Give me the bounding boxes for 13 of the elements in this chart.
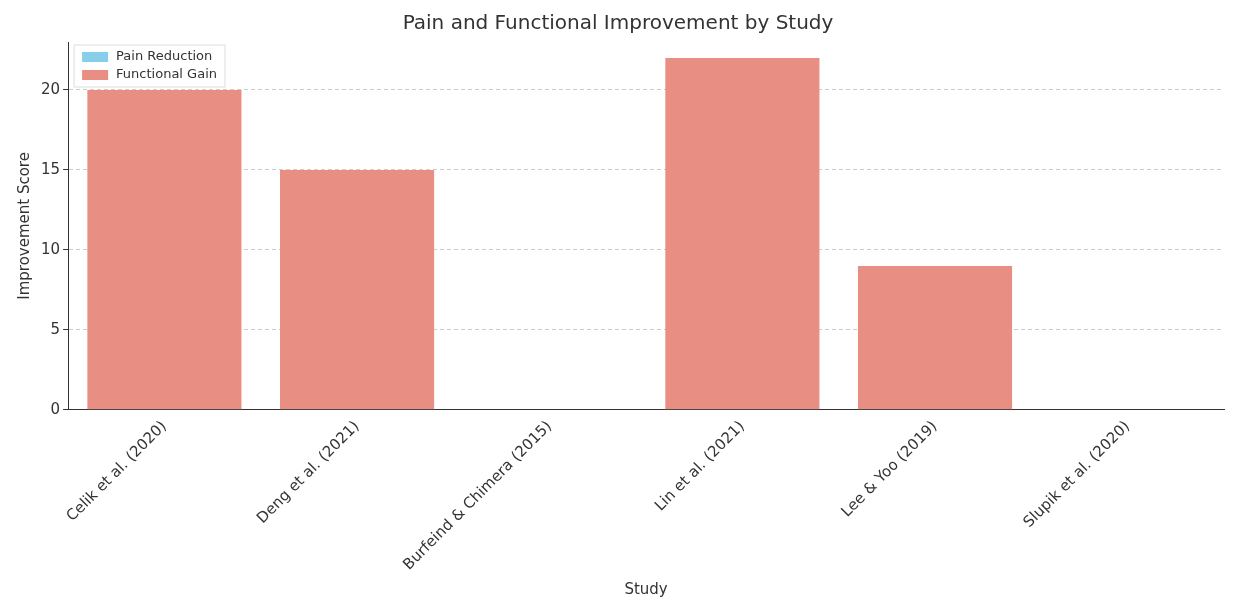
chart-title: Pain and Functional Improvement by Study [402, 10, 834, 35]
y-axis-title: Improvement Score [14, 152, 33, 300]
legend-label: Functional Gain [116, 66, 217, 82]
bar [665, 57, 820, 410]
y-tick-label: 20 [40, 79, 61, 98]
y-tick-label: 0 [50, 399, 61, 418]
y-tick-label: 10 [40, 239, 61, 258]
legend-label: Pain Reduction [116, 48, 213, 64]
y-tick-label: 5 [50, 319, 61, 338]
bar [857, 265, 1013, 410]
x-axis-title: Study [624, 579, 668, 598]
bar [280, 169, 435, 410]
y-tick-label: 15 [40, 159, 61, 178]
